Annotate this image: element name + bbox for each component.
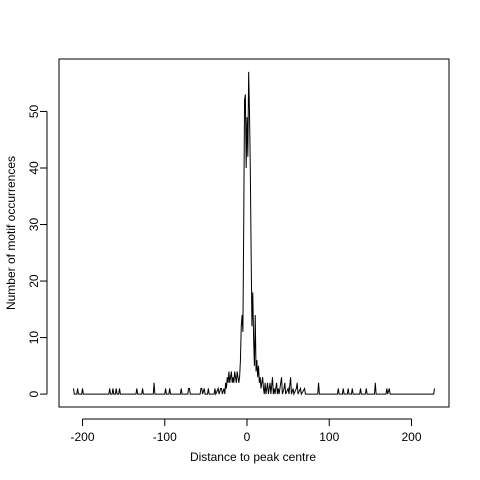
y-tick-label: 10 [27, 331, 41, 345]
x-tick-label: 200 [401, 430, 421, 444]
x-tick-label: 100 [319, 430, 339, 444]
y-tick-label: 0 [27, 390, 41, 397]
x-tick-label: 0 [244, 430, 251, 444]
data-line [72, 71, 436, 396]
x-axis-label: Distance to peak centre [190, 450, 316, 464]
y-tick-label: 30 [27, 218, 41, 232]
y-tick-label: 50 [27, 104, 41, 118]
y-tick-label: 20 [27, 274, 41, 288]
x-tick-label: -200 [71, 430, 95, 444]
y-tick-label: 40 [27, 161, 41, 175]
x-tick-label: -100 [153, 430, 177, 444]
plot-box [58, 58, 450, 408]
y-axis-label: Number of motif occurrences [4, 156, 18, 310]
